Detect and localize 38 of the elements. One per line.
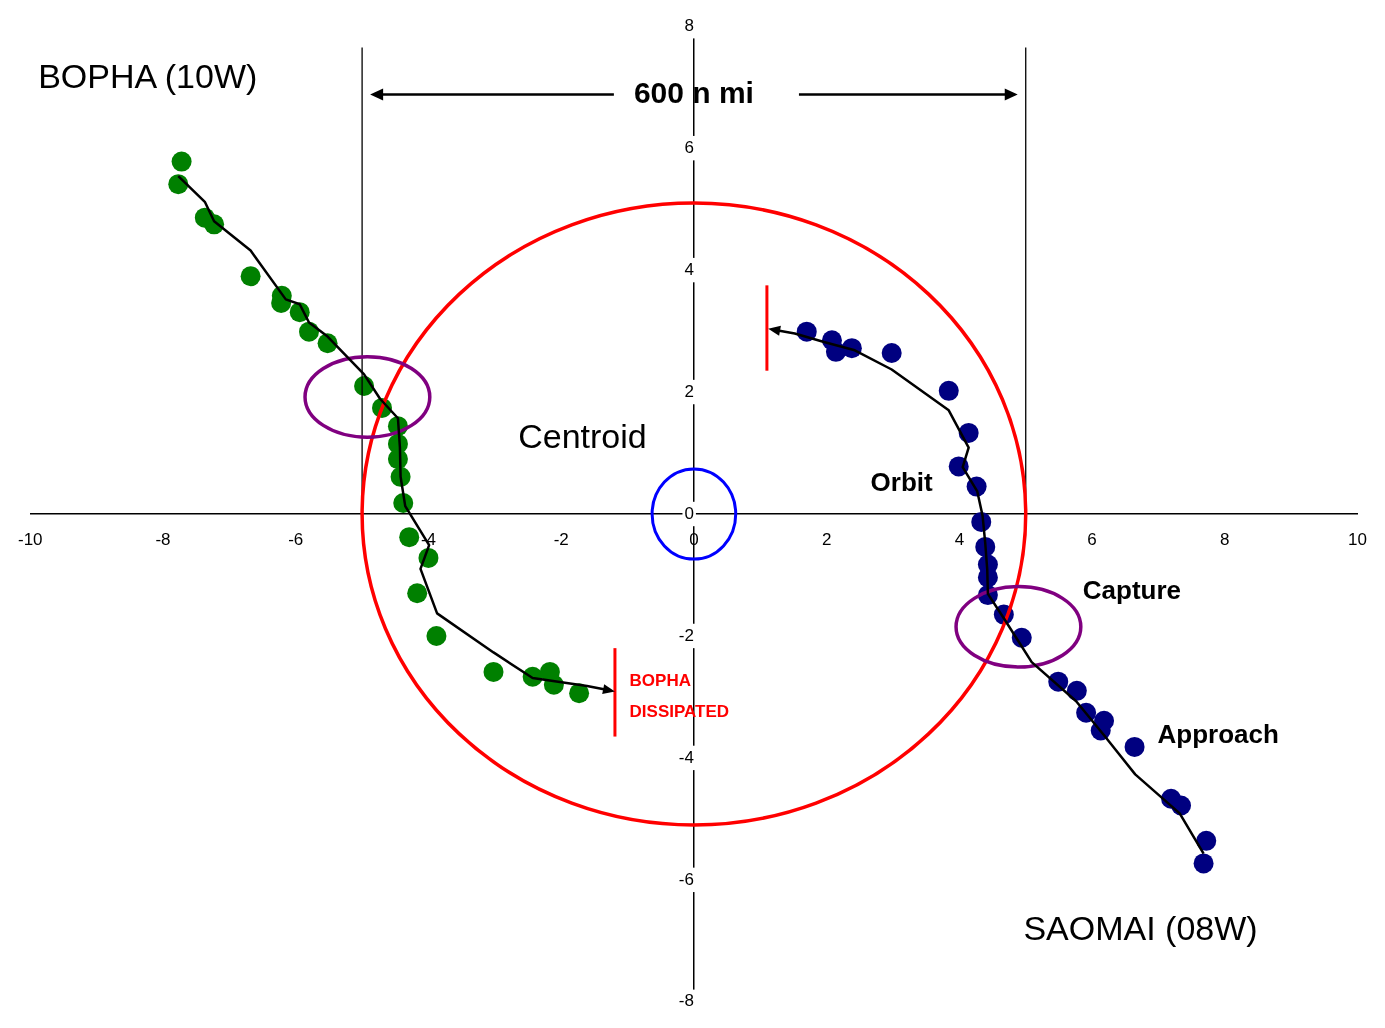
y-tick-label: -8: [678, 991, 694, 1011]
annotation: BOPHA (10W): [38, 57, 258, 96]
annotation: Approach: [1157, 718, 1279, 749]
point: [881, 343, 902, 364]
x-tick-label: 6: [1087, 529, 1097, 549]
y-tick-label: 4: [684, 259, 694, 279]
x-tick-label: -6: [288, 529, 304, 549]
point: [483, 661, 504, 682]
point: [171, 151, 192, 172]
annotation: Centroid: [518, 417, 647, 456]
y-tick-label: -6: [678, 869, 694, 889]
point: [399, 527, 420, 548]
annotation: Orbit: [870, 466, 934, 497]
point: [240, 266, 261, 287]
y-tick-label: -2: [678, 625, 694, 645]
y-tick-label: 8: [684, 15, 694, 35]
point: [1124, 736, 1145, 757]
point: [1196, 830, 1217, 851]
x-tick-label: -8: [155, 529, 171, 549]
y-tick-label: 6: [684, 137, 694, 157]
annotation: SAOMAI (08W): [1023, 908, 1258, 947]
x-tick-label: 10: [1348, 529, 1368, 549]
y-tick-label: -4: [678, 747, 694, 767]
point: [1193, 853, 1214, 874]
point: [407, 583, 428, 604]
x-tick-label: -2: [553, 529, 569, 549]
point: [938, 380, 959, 401]
x-tick-label: 4: [954, 529, 965, 549]
annotation: Capture: [1082, 575, 1182, 606]
point: [569, 683, 590, 704]
y-tick-label: 2: [684, 381, 694, 401]
point: [1066, 680, 1087, 701]
x-tick-label: 2: [821, 529, 832, 549]
annotation: 600 n mi: [633, 75, 754, 109]
point: [426, 625, 447, 646]
x-tick-label: -10: [18, 529, 43, 549]
x-tick-label: 8: [1220, 529, 1230, 549]
y-tick-label: 0: [684, 503, 694, 523]
